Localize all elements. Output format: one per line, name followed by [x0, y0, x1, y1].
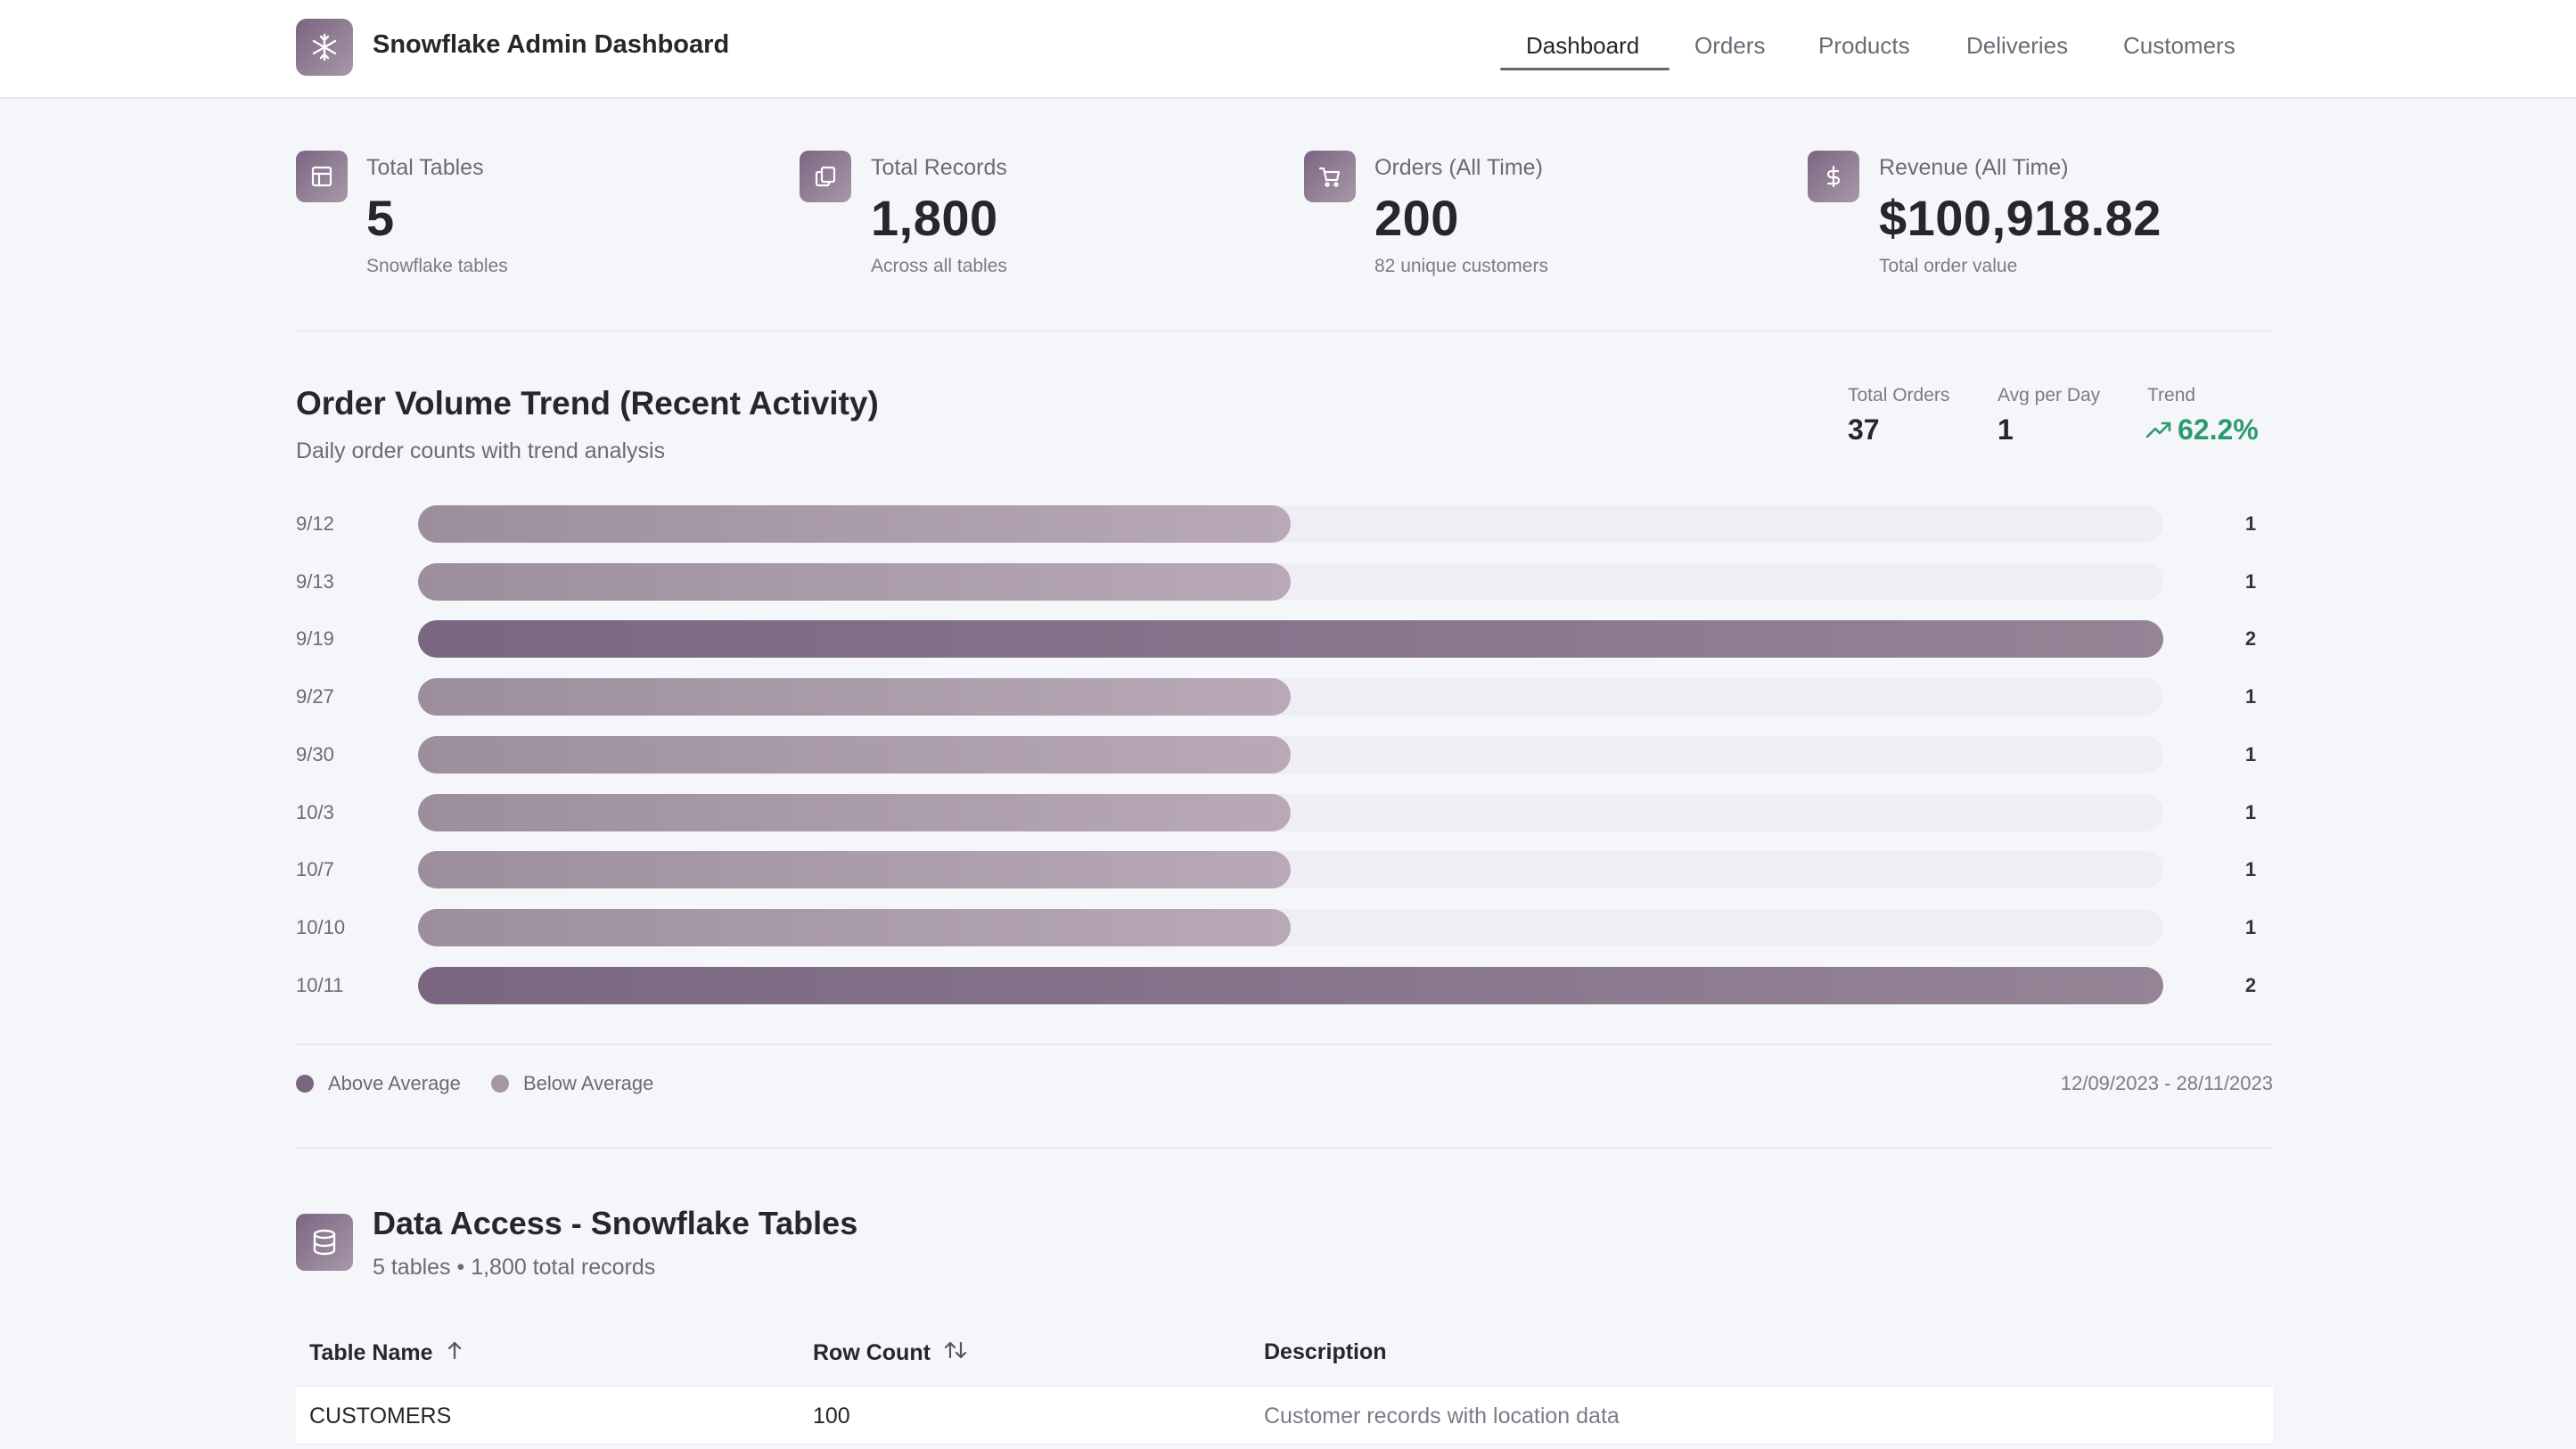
total-orders-value: 37 — [1848, 413, 1880, 446]
column-header-label: Table Name — [309, 1340, 433, 1365]
bar-track — [418, 563, 2163, 601]
data-access-title: Data Access - Snowflake Tables — [373, 1205, 858, 1241]
total-orders-label: Total Orders — [1848, 385, 1950, 405]
bar-value-label: 2 — [2244, 974, 2257, 996]
chart-divider — [296, 1044, 2273, 1045]
cart-icon — [1304, 151, 1356, 202]
nav-deliveries[interactable]: Deliveries — [1966, 32, 2069, 59]
bar-track — [418, 967, 2163, 1004]
sort-toggle-icon[interactable] — [943, 1339, 968, 1367]
stat-sub: Snowflake tables — [366, 256, 508, 276]
avg-per-day-label: Avg per Day — [1998, 385, 2101, 405]
table-row[interactable]: CUSTOMERS 100 Customer records with loca… — [296, 1386, 2273, 1445]
stat-value: $100,918.82 — [1879, 190, 2162, 246]
bar-track — [418, 794, 2163, 831]
bar-value-label: 1 — [2244, 916, 2257, 938]
order-bar[interactable] — [418, 678, 1291, 716]
bar-date-label: 9/27 — [296, 685, 334, 708]
order-bar[interactable] — [418, 736, 1291, 774]
stat-label: Total Tables — [366, 155, 484, 180]
trend-value: 62.2% — [2178, 413, 2259, 446]
bar-date-label: 10/3 — [296, 801, 334, 823]
nav-orders[interactable]: Orders — [1694, 32, 1766, 59]
column-header-row-count[interactable]: Row Count — [813, 1339, 968, 1367]
table-icon — [296, 151, 348, 202]
bar-track — [418, 678, 2163, 716]
legend-below-label: Below Average — [523, 1072, 654, 1094]
avg-per-day-value: 1 — [1998, 413, 2014, 446]
database-icon — [296, 1214, 353, 1271]
top-navbar: Snowflake Admin Dashboard Dashboard Orde… — [0, 0, 2576, 99]
section-divider — [296, 1147, 2273, 1149]
bar-track — [418, 909, 2163, 946]
bar-value-label: 1 — [2244, 801, 2257, 823]
legend-above-dot — [296, 1075, 314, 1093]
order-bar[interactable] — [418, 967, 2163, 1004]
stat-label: Revenue (All Time) — [1879, 155, 2069, 180]
bar-date-label: 9/12 — [296, 512, 334, 535]
bar-date-label: 10/11 — [296, 974, 344, 996]
dollar-icon — [1808, 151, 1859, 202]
order-bar[interactable] — [418, 909, 1291, 946]
stat-value: 1,800 — [871, 190, 998, 246]
trend-title: Order Volume Trend (Recent Activity) — [296, 385, 879, 422]
trend-label: Trend — [2147, 385, 2196, 405]
bar-value-label: 1 — [2244, 743, 2257, 765]
order-bar[interactable] — [418, 851, 1291, 888]
column-header-label: Row Count — [813, 1340, 931, 1365]
bar-value-label: 1 — [2244, 570, 2257, 593]
trend-subtitle: Daily order counts with trend analysis — [296, 438, 666, 463]
cell-table-name: CUSTOMERS — [309, 1404, 452, 1429]
bar-date-label: 9/13 — [296, 570, 334, 593]
trending-up-icon — [2145, 419, 2172, 445]
order-bar[interactable] — [418, 563, 1291, 601]
bar-track — [418, 736, 2163, 774]
cell-description: Customer records with location data — [1264, 1404, 1620, 1429]
stat-sub: Across all tables — [871, 256, 1007, 276]
copy-icon — [800, 151, 851, 202]
legend-above-label: Above Average — [328, 1072, 461, 1094]
section-divider — [296, 330, 2273, 332]
nav-products[interactable]: Products — [1818, 32, 1910, 59]
bar-track — [418, 505, 2163, 543]
bar-value-label: 1 — [2244, 685, 2257, 708]
stat-value: 5 — [366, 190, 395, 246]
bar-date-label: 9/30 — [296, 743, 334, 765]
nav-customers[interactable]: Customers — [2123, 32, 2236, 59]
cell-row-count: 100 — [813, 1404, 850, 1429]
bar-value-label: 1 — [2244, 858, 2257, 880]
column-header-table-name[interactable]: Table Name — [309, 1339, 464, 1367]
stat-sub: 82 unique customers — [1374, 256, 1548, 276]
column-header-label: Description — [1264, 1339, 1387, 1364]
stat-label: Total Records — [871, 155, 1007, 180]
sort-ascending-icon[interactable] — [445, 1339, 464, 1367]
snowflake-icon[interactable] — [296, 19, 353, 76]
date-range: 12/09/2023 - 28/11/2023 — [2060, 1072, 2273, 1094]
order-bar[interactable] — [418, 794, 1291, 831]
stat-label: Orders (All Time) — [1374, 155, 1543, 180]
order-bar[interactable] — [418, 505, 1291, 543]
stat-sub: Total order value — [1879, 256, 2018, 276]
nav-active-indicator — [1500, 68, 1669, 70]
data-access-subtitle: 5 tables • 1,800 total records — [373, 1255, 656, 1280]
column-header-description[interactable]: Description — [1264, 1339, 1387, 1365]
bar-date-label: 9/19 — [296, 627, 334, 650]
bar-value-label: 1 — [2244, 512, 2257, 535]
bar-date-label: 10/10 — [296, 916, 346, 938]
legend-below-dot — [491, 1075, 509, 1093]
app-title: Snowflake Admin Dashboard — [373, 30, 730, 59]
bar-track — [418, 620, 2163, 658]
bar-track — [418, 851, 2163, 888]
nav-dashboard[interactable]: Dashboard — [1526, 32, 1640, 59]
stat-value: 200 — [1374, 190, 1459, 246]
bar-value-label: 2 — [2244, 627, 2257, 650]
bar-date-label: 10/7 — [296, 858, 334, 880]
order-bar[interactable] — [418, 620, 2163, 658]
